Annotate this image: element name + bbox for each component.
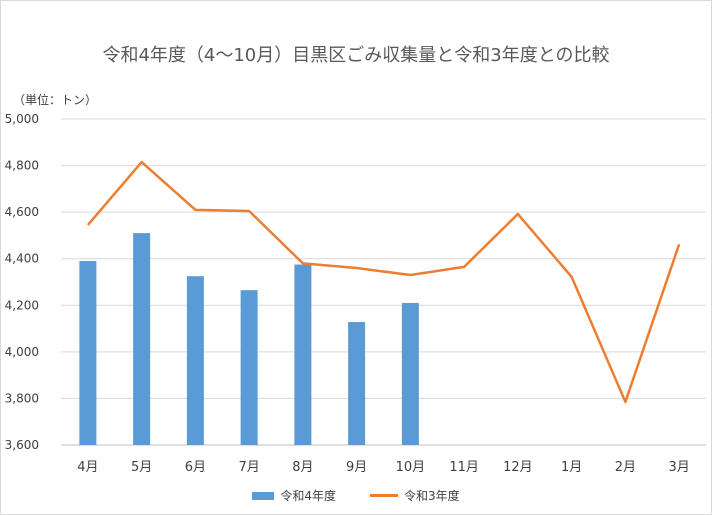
- x-tick-label: 7月: [238, 460, 259, 475]
- bar: [79, 261, 97, 445]
- x-tick-label: 6月: [185, 460, 206, 475]
- legend-label-line: 令和3年度: [404, 489, 460, 503]
- y-tick-label: 4,200: [5, 298, 39, 312]
- legend-swatch-line: [370, 494, 398, 497]
- x-tick-label: 3月: [668, 460, 689, 475]
- x-tick-label: 10月: [396, 460, 426, 475]
- y-tick-label: 4,000: [5, 345, 39, 359]
- bar: [348, 322, 366, 445]
- bar: [401, 302, 419, 445]
- legend-label-bar: 令和4年度: [280, 489, 336, 503]
- x-tick-label: 9月: [346, 460, 367, 475]
- legend-swatch-bar: [252, 491, 275, 500]
- legend-item-line: 令和3年度: [370, 487, 460, 504]
- x-tick-label: 12月: [503, 460, 533, 475]
- y-tick-label: 5,000: [5, 112, 39, 126]
- x-tick-label: 2月: [615, 460, 636, 475]
- unit-label: （単位：トン）: [13, 93, 98, 107]
- y-tick-label: 4,800: [5, 159, 39, 173]
- y-tick-label: 4,400: [5, 252, 39, 266]
- y-tick-label: 3,600: [5, 438, 39, 452]
- x-tick-label: 8月: [292, 460, 313, 475]
- y-tick-label: 4,600: [5, 205, 39, 219]
- x-tick-label: 4月: [77, 460, 98, 475]
- legend-item-bar: 令和4年度: [252, 487, 336, 504]
- x-tick-label: 5月: [131, 460, 152, 475]
- x-tick-label: 1月: [561, 460, 582, 475]
- y-tick-label: 3,800: [5, 391, 39, 405]
- x-tick-label: 11月: [449, 460, 479, 475]
- bar: [240, 290, 258, 445]
- series-line: [86, 160, 681, 404]
- bar: [294, 264, 312, 445]
- bar: [186, 276, 204, 445]
- chart-title: 令和4年度（4～10月）目黒区ごみ収集量と令和3年度との比較: [102, 45, 610, 66]
- legend: 令和4年度 令和3年度: [1, 487, 711, 504]
- bar: [133, 233, 151, 445]
